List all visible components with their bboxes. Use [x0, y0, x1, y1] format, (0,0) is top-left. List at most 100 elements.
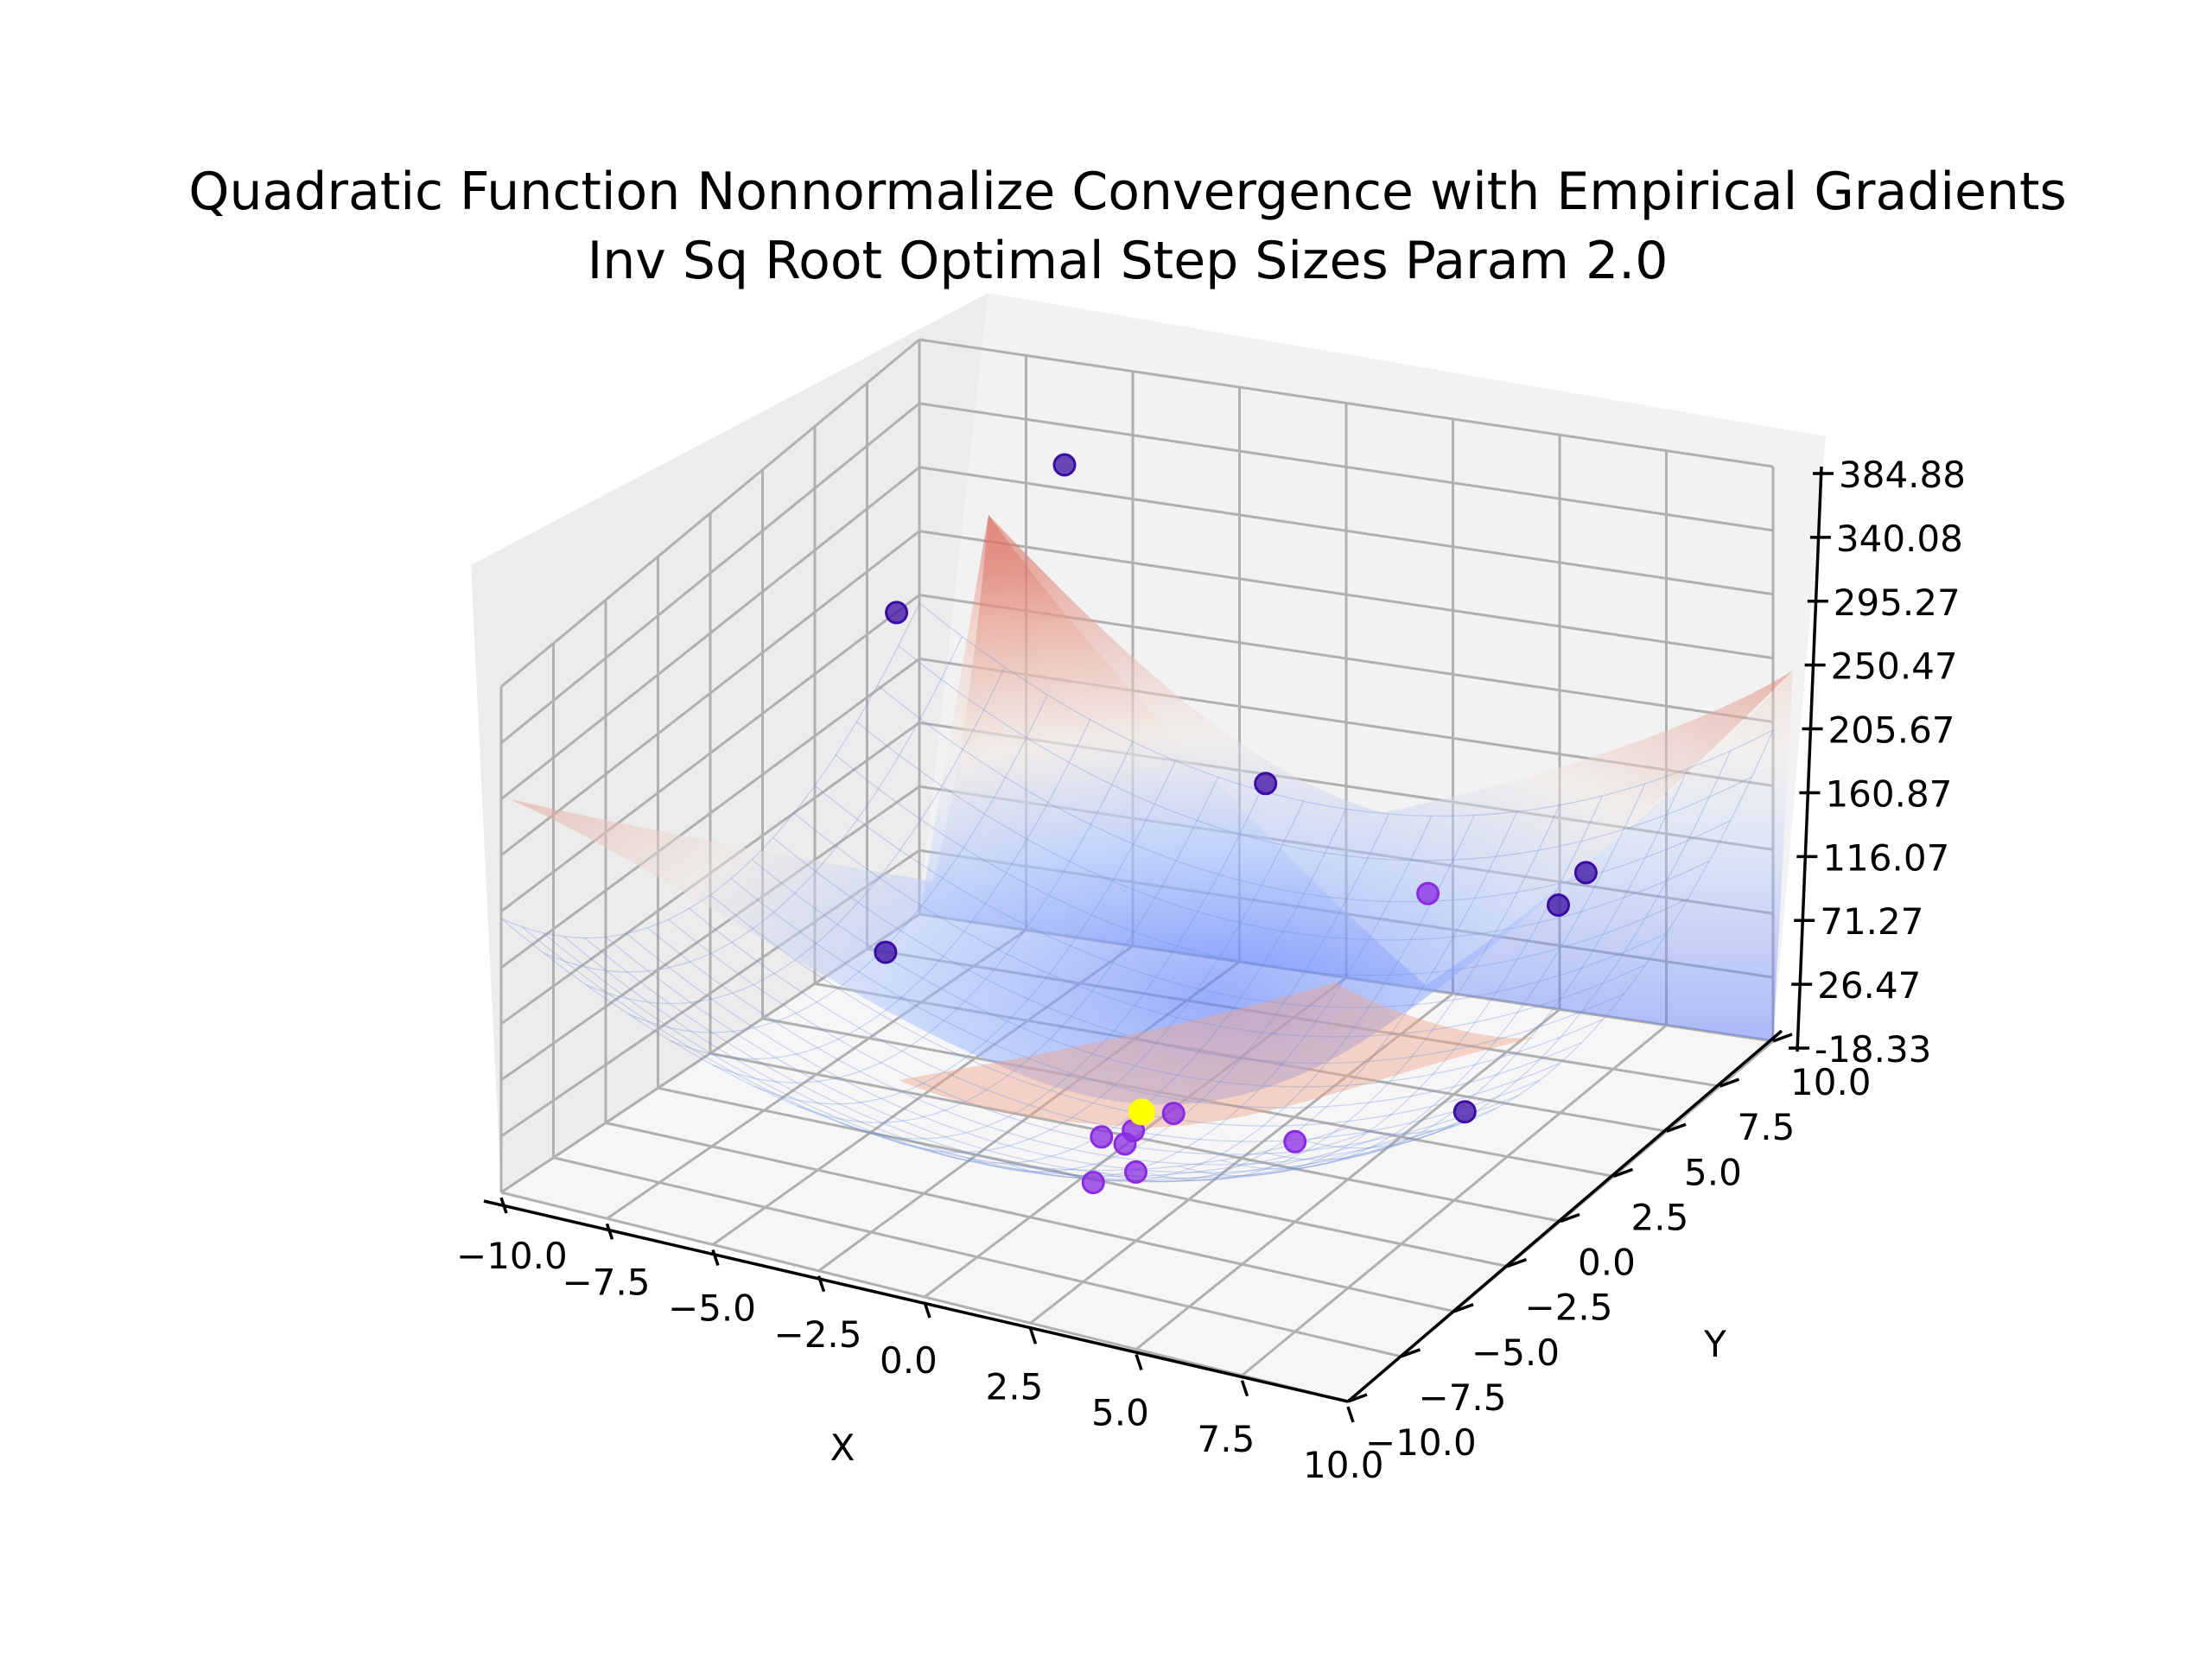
- back-grid-z: [918, 338, 1774, 468]
- scatter-point: [1573, 861, 1598, 885]
- x-tick-label: 10.0: [1303, 1444, 1384, 1486]
- mesh-line-y: [752, 859, 1604, 1088]
- scatter-point: [1090, 1125, 1114, 1149]
- y-tick-label: −2.5: [1525, 1287, 1613, 1329]
- z-axis-line: [1796, 466, 1823, 1052]
- mesh-line-x: [1093, 811, 1518, 1183]
- z-tick-label: -18.33: [1815, 1028, 1931, 1071]
- left-pane: [471, 293, 988, 1192]
- chart-title: Quadratic Function Nonnormalize Converge…: [188, 162, 2067, 222]
- mesh-line-y: [521, 926, 1370, 1178]
- y-tick: [1453, 1303, 1474, 1313]
- chart-subtitle: Inv Sq Root Optimal Step Sizes Param 2.0: [587, 231, 1669, 291]
- y-tick-label: −5.0: [1471, 1332, 1560, 1374]
- mesh-line-y: [626, 933, 1476, 1173]
- x-tick: [1346, 1406, 1355, 1423]
- mesh-line-y: [898, 645, 1752, 861]
- mesh-line-x: [881, 801, 1305, 1154]
- scatter-point: [1052, 453, 1077, 477]
- mesh-line-y: [918, 602, 1774, 817]
- mesh-line-x: [500, 602, 920, 939]
- scatter-point: [1452, 1100, 1477, 1124]
- x-tick-label: −2.5: [774, 1313, 862, 1356]
- mesh-line-y: [772, 837, 1625, 1065]
- mesh-line-x: [543, 636, 963, 973]
- mesh-line-x: [1178, 795, 1603, 1177]
- surface-front: [899, 982, 1540, 1128]
- z-tick-label: 384.88: [1839, 454, 1966, 496]
- y-tick: [1666, 1122, 1687, 1133]
- y-tick: [1772, 1033, 1793, 1043]
- z-tick-label: 116.07: [1822, 836, 1949, 879]
- scatter-point: [1124, 1160, 1147, 1184]
- y-tick: [1560, 1212, 1580, 1224]
- mesh-line-x: [1135, 804, 1560, 1181]
- floor-pane: [501, 914, 1773, 1402]
- mesh-line-y: [730, 878, 1582, 1109]
- y-axis-line: [1346, 1029, 1783, 1403]
- mesh-line-x: [1305, 750, 1732, 1149]
- scatter-point: [1254, 772, 1278, 796]
- z-tick-label: 295.27: [1834, 582, 1961, 624]
- surface-mesh: [500, 602, 1774, 1183]
- mesh-line-x: [585, 666, 1006, 1005]
- mesh-line-y: [500, 918, 1349, 1172]
- floor-grid-x: [1029, 992, 1454, 1325]
- x-tick: [923, 1301, 931, 1319]
- mesh-line-x: [839, 790, 1262, 1140]
- z-tick-label: 340.08: [1836, 518, 1963, 560]
- x-tick: [1240, 1380, 1249, 1397]
- scatter-point: [1416, 881, 1440, 906]
- y-tick-label: −10.0: [1365, 1421, 1477, 1464]
- mesh-line-y: [605, 936, 1455, 1179]
- y-tick-label: −7.5: [1419, 1376, 1507, 1419]
- back-grid-z: [918, 402, 1774, 532]
- scatter-point: [1081, 1171, 1105, 1195]
- back-grid-z: [918, 530, 1774, 660]
- mesh-line-y: [814, 785, 1668, 1008]
- y-tick: [1719, 1077, 1740, 1088]
- z-tick-label: 160.87: [1825, 772, 1952, 815]
- surface-main: [510, 515, 1793, 1105]
- y-tick-label: 10.0: [1790, 1061, 1872, 1103]
- scatter-points: [874, 453, 1598, 1195]
- x-tick-label: 7.5: [1198, 1418, 1255, 1460]
- scatter-point: [1547, 893, 1570, 917]
- x-tick: [817, 1275, 826, 1293]
- mesh-line-y: [543, 932, 1391, 1181]
- mesh-line-y: [835, 754, 1688, 976]
- mesh-line-x: [1347, 729, 1774, 1135]
- x-tick-label: 0.0: [880, 1339, 938, 1382]
- y-tick: [1612, 1167, 1634, 1179]
- mesh-line-y: [856, 721, 1710, 941]
- mesh-line-x: [1051, 815, 1475, 1182]
- floor-grid-x: [1241, 1024, 1668, 1376]
- floor-grid-x: [1135, 1008, 1560, 1351]
- final-point: [1128, 1098, 1155, 1126]
- mesh-line-x: [797, 777, 1219, 1123]
- x-axis-label: X: [830, 1427, 855, 1469]
- x-tick: [711, 1249, 720, 1267]
- x-tick: [1028, 1327, 1038, 1344]
- x-tick-label: −7.5: [563, 1261, 651, 1303]
- z-tick-label: 250.47: [1831, 645, 1958, 688]
- mesh-line-y: [563, 936, 1413, 1183]
- x-tick-label: −10.0: [456, 1235, 568, 1277]
- scatter-point: [885, 601, 909, 625]
- x-tick-label: −5.0: [668, 1287, 756, 1330]
- y-axis-label: Y: [1703, 1323, 1726, 1365]
- z-tick-label: 71.27: [1820, 900, 1923, 943]
- scatter-point: [1161, 1102, 1185, 1126]
- back-grid-z: [918, 466, 1774, 596]
- y-tick-label: 0.0: [1578, 1242, 1636, 1284]
- x-tick-label: 2.5: [986, 1365, 1044, 1408]
- x-tick: [605, 1223, 614, 1240]
- y-tick-label: 5.0: [1684, 1151, 1742, 1193]
- x-tick-label: 5.0: [1091, 1392, 1149, 1434]
- x-axis-line: [483, 1199, 1349, 1403]
- y-tick: [1400, 1348, 1421, 1358]
- mesh-line-x: [627, 694, 1048, 1033]
- mesh-line-y: [584, 938, 1433, 1182]
- x-tick: [1135, 1353, 1143, 1371]
